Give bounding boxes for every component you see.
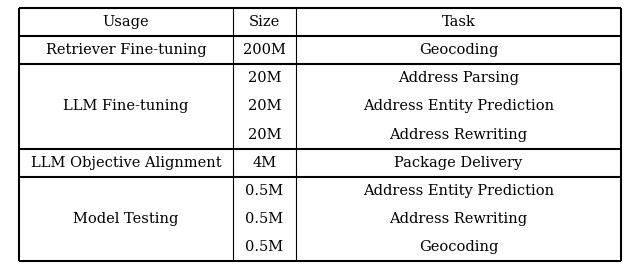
Text: LLM Fine-tuning: LLM Fine-tuning <box>63 100 189 114</box>
Text: LLM Objective Alignment: LLM Objective Alignment <box>31 155 221 169</box>
Text: 200M: 200M <box>243 43 286 57</box>
Text: 0.5M: 0.5M <box>245 240 284 254</box>
Text: 0.5M: 0.5M <box>245 212 284 226</box>
Text: Address Parsing: Address Parsing <box>398 71 519 85</box>
Text: 20M: 20M <box>248 128 281 141</box>
Text: Address Entity Prediction: Address Entity Prediction <box>363 184 554 198</box>
Text: Address Rewriting: Address Rewriting <box>389 128 527 141</box>
Text: Size: Size <box>249 15 280 29</box>
Text: 20M: 20M <box>248 71 281 85</box>
Text: Usage: Usage <box>102 15 149 29</box>
Text: 20M: 20M <box>248 100 281 114</box>
Text: Geocoding: Geocoding <box>419 43 498 57</box>
Text: Package Delivery: Package Delivery <box>394 155 522 169</box>
Text: Model Testing: Model Testing <box>74 212 179 226</box>
Text: Address Entity Prediction: Address Entity Prediction <box>363 100 554 114</box>
Text: Geocoding: Geocoding <box>419 240 498 254</box>
Text: Task: Task <box>442 15 476 29</box>
Text: 4M: 4M <box>252 155 276 169</box>
Text: Retriever Fine-tuning: Retriever Fine-tuning <box>45 43 206 57</box>
Text: 0.5M: 0.5M <box>245 184 284 198</box>
Text: Address Rewriting: Address Rewriting <box>389 212 527 226</box>
